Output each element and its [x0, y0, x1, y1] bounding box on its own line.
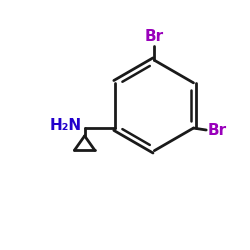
Text: Br: Br	[145, 29, 164, 44]
Text: Br: Br	[208, 123, 227, 138]
Text: H₂N: H₂N	[50, 118, 82, 133]
